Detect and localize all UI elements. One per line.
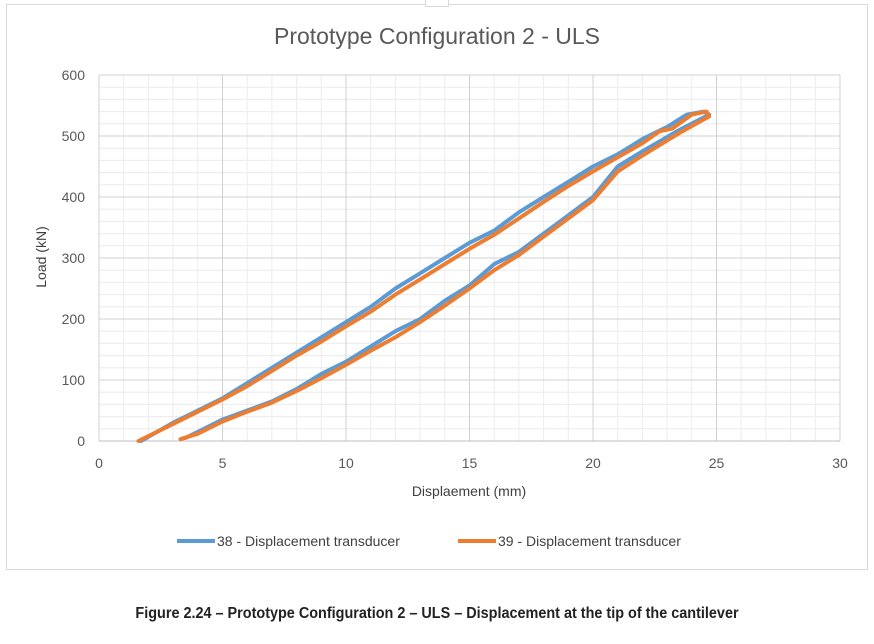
y-tick-label: 600 <box>62 67 86 83</box>
x-axis-label: Displaement (mm) <box>412 483 526 499</box>
frame-notch <box>425 0 449 7</box>
x-tick-label: 0 <box>95 455 103 471</box>
legend: 38 - Displacement transducer 39 - Displac… <box>177 533 681 549</box>
y-tick-label: 300 <box>62 250 86 266</box>
legend-label-2: 39 - Displacement transducer <box>498 533 681 549</box>
y-tick-label: 400 <box>62 189 86 205</box>
x-tick-label: 5 <box>219 455 227 471</box>
major-grid <box>98 74 841 442</box>
chart-title: Prototype Configuration 2 - ULS <box>274 23 600 49</box>
legend-label-1: 38 - Displacement transducer <box>217 533 400 549</box>
y-tick-label: 500 <box>62 128 86 144</box>
x-tick-label: 10 <box>338 455 354 471</box>
x-tick-label: 15 <box>462 455 478 471</box>
y-tick-label: 200 <box>62 311 86 327</box>
y-tick-label: 100 <box>62 372 86 388</box>
figure-caption: Figure 2.24 – Prototype Configuration 2 … <box>135 605 739 622</box>
y-axis-label: Load (kN) <box>33 226 49 287</box>
series-layer <box>136 109 712 443</box>
series-line-2 <box>136 109 712 443</box>
x-tick-label: 20 <box>585 455 601 471</box>
chart-frame <box>6 4 868 570</box>
x-tick-label: 25 <box>709 455 725 471</box>
y-tick-label: 0 <box>77 433 85 449</box>
x-tick-label: 30 <box>832 455 848 471</box>
